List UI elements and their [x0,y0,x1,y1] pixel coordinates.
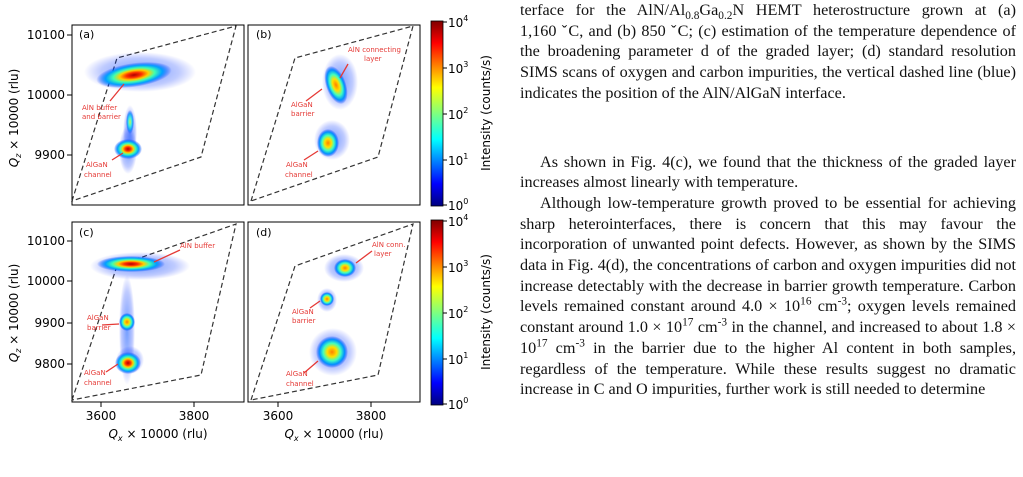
panel-d-ann-channel: AlGaN [286,370,308,378]
panel-d-label: (d) [256,226,272,239]
paragraph-1: As shown in Fig. 4(c), we found that the… [520,152,1016,192]
panel-c-label: (c) [79,226,94,239]
y-axis-bottom: 10100 10000 9900 9800 [27,234,72,371]
colorbar-bottom: 104 103 102 101 100 Intensity (counts/s) [430,213,493,412]
panel-c-ann-aln: AlN buffer [180,242,215,250]
ytick-top-2: 9900 [34,148,65,162]
cbar-bottom-tick-0: 104 [448,213,468,229]
y-axis-label-top: Qz × 10000 (rlu) [7,69,23,168]
ytick-top-0: 10100 [27,28,65,42]
ytick-bottom-0: 10100 [27,234,65,248]
colorbar-bottom-label: Intensity (counts/s) [479,254,493,370]
panel-b-ann-barrier: AlGaN [291,101,313,109]
colorbar-top-label: Intensity (counts/s) [479,55,493,171]
caption-rest: 1,160 ˇC, and (b) 850 ˇC; (c) estimation… [520,21,1016,102]
panel-a-ann-aln: AlN buffer [82,104,117,112]
svg-text:channel: channel [286,380,314,388]
y-axis-label-bottom: Qz × 10000 (rlu) [7,264,23,363]
panel-b-ann-channel: AlGaN [286,161,308,169]
cbar-top-tick-1: 103 [448,60,468,76]
svg-text:barrier: barrier [292,317,316,325]
panel-d-ann-barrier: AlGaN [292,308,314,316]
x-axis-label-d: Qx × 10000 (rlu) [284,427,383,443]
cbar-top-tick-2: 102 [448,106,468,122]
panel-c: (c) AlN buffer AlGaN barrier AlGaN chann… [71,221,245,403]
cbar-top-tick-4: 100 [448,197,468,213]
xtick-d-1: 3800 [356,409,387,423]
panel-c-ann-barrier: AlGaN [87,314,109,322]
panel-d: (d) AlN conn. layer AlGaN barrier AlGaN … [247,221,421,403]
text-column: terface for the AlN/Al0.8Ga0.2N HEMT het… [520,0,1016,400]
svg-text:channel: channel [285,171,313,179]
svg-text:layer: layer [364,55,382,63]
panel-a-ann-channel: AlGaN [86,161,108,169]
colorbar-top: 104 103 102 101 100 Intensity (counts/s) [430,14,493,213]
svg-text:channel: channel [84,379,112,387]
svg-text:barrier: barrier [291,110,315,118]
panel-b: (b) AlN connecting layer AlGaN barrier A… [247,24,421,206]
svg-text:layer: layer [374,250,392,258]
y-axis-top: 10100 10000 9900 [27,28,72,162]
cbar-top-tick-3: 101 [448,152,468,168]
panel-a-label: (a) [79,28,94,41]
xtick-c-0: 3600 [86,409,117,423]
panel-b-ann-conn: AlN connecting [348,46,401,54]
xtick-d-0: 3600 [263,409,294,423]
panel-d-ann-conn: AlN conn. [372,241,405,249]
x-axis: 3600 3800 3600 3800 [86,402,387,423]
panel-b-label: (b) [256,28,272,41]
ytick-bottom-1: 10000 [27,274,65,288]
svg-text:and barrier: and barrier [82,113,121,121]
svg-text:barrier: barrier [87,324,111,332]
paragraph-2: Although low-temperature growth proved t… [520,193,1017,399]
svg-text:channel: channel [84,171,112,179]
figure-caption: terface for the AlN/Al0.8Ga0.2N HEMT het… [520,0,1016,104]
cbar-bottom-tick-2: 102 [448,305,468,321]
panel-c-ann-channel: AlGaN [84,369,106,377]
caption-line-1: terface for the AlN/Al0.8Ga0.2N HEMT het… [520,1,1016,23]
ytick-top-1: 10000 [27,88,65,102]
xtick-c-1: 3800 [179,409,210,423]
cbar-top-tick-0: 104 [448,14,468,30]
rsm-figure: (a) AlN buffer and barrier AlGaN channel… [7,14,493,443]
x-axis-label-c: Qx × 10000 (rlu) [108,427,207,443]
ytick-bottom-3: 9800 [34,357,65,371]
ytick-bottom-2: 9900 [34,316,65,330]
panel-a: (a) AlN buffer and barrier AlGaN channel [71,24,245,206]
cbar-bottom-tick-4: 100 [448,396,468,412]
cbar-bottom-tick-1: 103 [448,259,468,275]
cbar-bottom-tick-3: 101 [448,351,468,367]
